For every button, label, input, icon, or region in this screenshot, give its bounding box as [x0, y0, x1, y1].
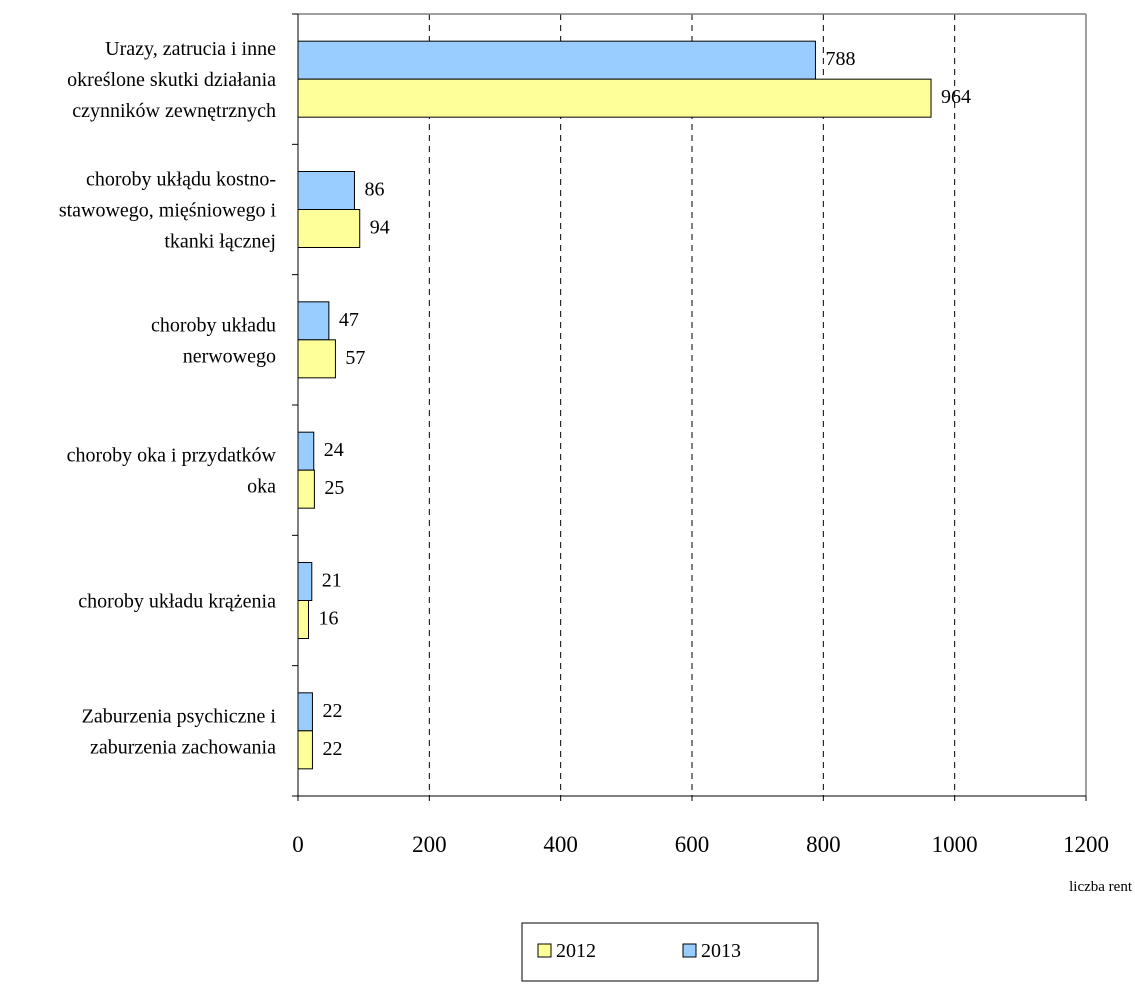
value-label: 964: [941, 86, 971, 108]
category-label: choroby układu krążenia: [78, 591, 276, 613]
value-label: 788: [825, 48, 855, 70]
value-label: 25: [324, 477, 344, 499]
bar-2013: [297, 692, 313, 732]
legend: 2012 2013: [521, 922, 819, 982]
category-label-line: tkanki łącznej: [164, 231, 276, 253]
x-tick-label: 1200: [1063, 832, 1109, 857]
legend-label-2013: 2013: [701, 940, 741, 962]
value-label: 24: [324, 439, 344, 461]
bar-2013: [297, 301, 330, 341]
category-label-line: Urazy, zatrucia i inne: [105, 38, 276, 60]
category-label: choroby ukłądu kostno-stawowego, mięśnio…: [59, 169, 277, 253]
category-label-line: zaburzenia zachowania: [90, 736, 276, 758]
x-tick-label: 800: [806, 832, 841, 857]
bar-2012: [297, 730, 313, 770]
x-tick-label: 0: [292, 832, 304, 857]
x-tick-label: 200: [412, 832, 447, 857]
value-label: 22: [322, 738, 342, 760]
value-label: 86: [364, 179, 384, 201]
x-tick-label: 600: [675, 832, 710, 857]
category-label: Zaburzenia psychiczne i zaburzenia zachow…: [82, 705, 277, 758]
bar-2013: [297, 171, 355, 210]
x-tick-label: 400: [543, 832, 578, 857]
category-label-line: choroby układu: [151, 314, 276, 336]
legend-swatch-2012: [537, 943, 552, 958]
category-label-line: określone skutki działania: [67, 69, 276, 91]
bars: [297, 40, 932, 770]
category-label-line: stawowego, mięśniowego i: [59, 200, 277, 222]
category-label-line: choroby oka i przydatków: [67, 445, 277, 467]
category-label: choroby układu nerwowego: [151, 314, 276, 367]
bar-2012: [297, 600, 310, 639]
bar-2013: [297, 562, 313, 601]
bar-2012: [297, 339, 336, 379]
category-label-line: oka: [247, 476, 276, 498]
value-label: 47: [339, 309, 359, 331]
category-label-line: Zaburzenia psychiczne i: [82, 705, 277, 727]
value-labels: 788 964 86 94 47 57 24 25 21 16 22 22: [319, 48, 972, 760]
value-label: 16: [319, 608, 339, 630]
bar-2013: [297, 431, 315, 471]
bar-2012: [297, 209, 361, 248]
x-axis-title: liczba rent: [1069, 879, 1133, 895]
gridlines: [428, 14, 956, 796]
legend-label-2012: 2012: [556, 940, 596, 962]
category-labels: Urazy, zatrucia i inne określone skutki d…: [59, 38, 277, 758]
axes: 0 200 400 600 800 1000 1200: [292, 13, 1109, 857]
bar-2012: [297, 78, 932, 118]
category-label-line: choroby układu krążenia: [78, 591, 276, 613]
legend-swatch-2013: [682, 943, 697, 958]
value-label: 94: [370, 217, 390, 239]
category-label-line: nerwowego: [183, 345, 276, 367]
x-tick-label: 1000: [932, 832, 978, 857]
category-label-line: czynników zewnętrznych: [72, 100, 276, 122]
bar-2013: [297, 40, 816, 80]
category-label: choroby oka i przydatków oka: [67, 445, 277, 498]
category-label: Urazy, zatrucia i inne określone skutki d…: [67, 38, 276, 122]
value-label: 21: [322, 570, 342, 592]
category-label-line: choroby ukłądu kostno-: [86, 169, 276, 191]
legend-box: [521, 922, 819, 982]
value-label: 22: [322, 700, 342, 722]
bar-2012: [297, 469, 315, 509]
value-label: 57: [345, 347, 365, 369]
